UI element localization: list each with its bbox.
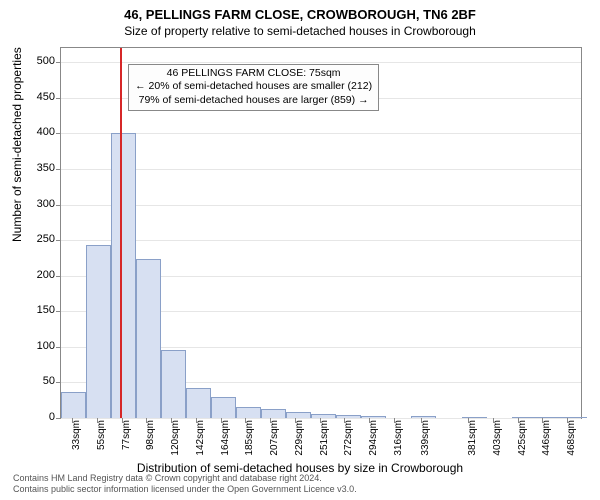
footer-line1: Contains HM Land Registry data © Crown c…: [13, 473, 357, 483]
ytick-label: 350: [25, 162, 55, 174]
ytick-mark: [56, 62, 61, 63]
histogram-bar: [462, 417, 487, 418]
plot-area: 46 PELLINGS FARM CLOSE: 75sqm← 20% of se…: [60, 47, 582, 419]
y-axis-label: Number of semi-detached properties: [10, 47, 24, 242]
chart-title: 46, PELLINGS FARM CLOSE, CROWBOROUGH, TN…: [5, 7, 595, 22]
histogram-bar: [311, 414, 336, 418]
histogram-bar: [562, 417, 587, 418]
ytick-mark: [56, 382, 61, 383]
gridline: [61, 240, 581, 241]
chart-container: 46, PELLINGS FARM CLOSE, CROWBOROUGH, TN…: [5, 5, 595, 495]
annotation-line2: ← 20% of semi-detached houses are smalle…: [135, 80, 372, 94]
histogram-bar: [286, 412, 311, 418]
ytick-label: 150: [25, 304, 55, 316]
histogram-bar: [86, 245, 111, 418]
property-marker-line: [120, 48, 122, 418]
ytick-mark: [56, 311, 61, 312]
histogram-bar: [211, 397, 236, 418]
ytick-mark: [56, 205, 61, 206]
histogram-bar: [136, 259, 161, 418]
ytick-label: 0: [25, 411, 55, 423]
annotation-box: 46 PELLINGS FARM CLOSE: 75sqm← 20% of se…: [128, 64, 379, 111]
ytick-label: 400: [25, 126, 55, 138]
gridline: [61, 205, 581, 206]
histogram-bar: [261, 409, 286, 418]
histogram-bar: [361, 416, 386, 418]
gridline: [61, 169, 581, 170]
ytick-mark: [56, 169, 61, 170]
histogram-bar: [61, 392, 86, 418]
histogram-bar: [336, 415, 361, 418]
histogram-bar: [186, 388, 211, 418]
ytick-mark: [56, 98, 61, 99]
annotation-line1: 46 PELLINGS FARM CLOSE: 75sqm: [135, 67, 372, 81]
ytick-mark: [56, 240, 61, 241]
histogram-bar: [537, 417, 562, 418]
footer-line2: Contains public sector information licen…: [13, 484, 357, 494]
ytick-label: 250: [25, 233, 55, 245]
histogram-bar: [512, 417, 537, 418]
histogram-bar: [411, 416, 436, 418]
ytick-label: 200: [25, 269, 55, 281]
ytick-label: 500: [25, 55, 55, 67]
histogram-bar: [236, 407, 261, 418]
histogram-bar: [111, 133, 136, 418]
ytick-label: 300: [25, 198, 55, 210]
footer-attribution: Contains HM Land Registry data © Crown c…: [13, 473, 357, 494]
histogram-bar: [161, 350, 186, 418]
ytick-label: 100: [25, 340, 55, 352]
ytick-label: 450: [25, 91, 55, 103]
gridline: [61, 133, 581, 134]
ytick-mark: [56, 276, 61, 277]
ytick-mark: [56, 133, 61, 134]
chart-subtitle: Size of property relative to semi-detach…: [5, 24, 595, 38]
ytick-mark: [56, 418, 61, 419]
ytick-label: 50: [25, 375, 55, 387]
ytick-mark: [56, 347, 61, 348]
annotation-line3: 79% of semi-detached houses are larger (…: [135, 94, 372, 108]
